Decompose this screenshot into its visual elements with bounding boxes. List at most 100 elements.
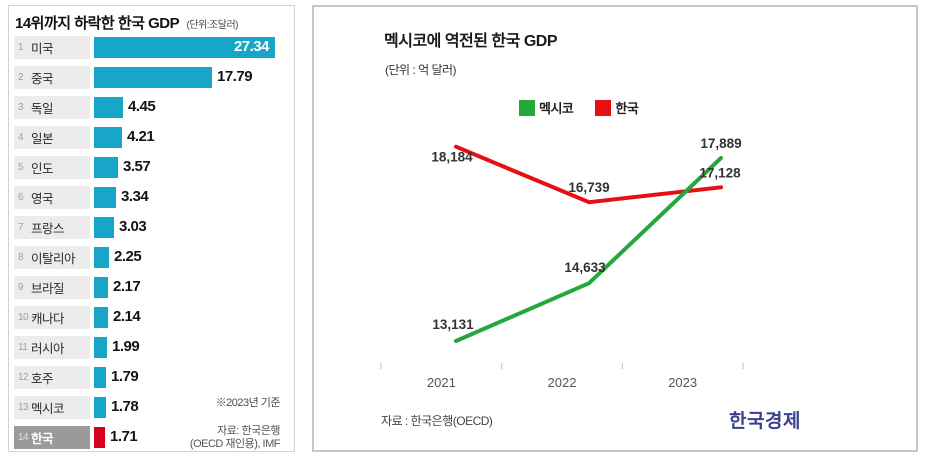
gdp-value: 1.71 bbox=[110, 428, 138, 445]
data-label-한국-2021: 18,184 bbox=[431, 150, 473, 165]
line-series-멕시코 bbox=[454, 156, 723, 343]
gdp-value: 4.45 bbox=[128, 98, 156, 115]
row-rank: 7 bbox=[18, 222, 24, 233]
legend-item-멕시코: 멕시코 bbox=[519, 98, 574, 117]
row-country-name: 중국 bbox=[31, 72, 54, 86]
gdp-value: 2.25 bbox=[114, 248, 142, 265]
row-country-name: 한국 bbox=[31, 432, 54, 446]
row-country-name: 멕시코 bbox=[31, 402, 65, 416]
gdp-value: 2.14 bbox=[113, 308, 141, 325]
gdp-value: 3.57 bbox=[123, 158, 151, 175]
row-label-strip: 13 멕시코 bbox=[14, 396, 90, 419]
row-country-name: 인도 bbox=[31, 162, 54, 176]
row-country-name: 영국 bbox=[31, 192, 54, 206]
gdp-value: 3.34 bbox=[121, 188, 149, 205]
row-country-name: 독일 bbox=[31, 102, 54, 116]
gdp-value: 1.79 bbox=[111, 368, 139, 385]
bar-rows-container: 1 미국 27.34 2 중국 17.79 3 독일 4.45 4 일본 4.21 5 인도 3.57 6 영국… bbox=[14, 36, 290, 456]
gdp-value: 1.78 bbox=[111, 398, 139, 415]
row-country-name: 미국 bbox=[31, 42, 54, 56]
bar-row-14: 14 한국 1.71 bbox=[14, 426, 290, 449]
gdp-value: 3.03 bbox=[119, 218, 147, 235]
row-label-strip: 1 미국 bbox=[14, 36, 90, 59]
gdp-bar bbox=[94, 367, 106, 388]
gdp-bar bbox=[94, 157, 118, 178]
x-axis-label-2022: 2022 bbox=[548, 375, 577, 390]
row-country-name: 일본 bbox=[31, 132, 54, 146]
gdp-value: 2.17 bbox=[113, 278, 141, 295]
row-label-strip: 8 이탈리아 bbox=[14, 246, 90, 269]
row-label-strip: 12 호주 bbox=[14, 366, 90, 389]
row-rank: 10 bbox=[18, 312, 29, 323]
left-chart-source: 자료: 한국은행 (OECD 재인용), IMF bbox=[189, 425, 281, 451]
gdp-value: 4.21 bbox=[127, 128, 155, 145]
row-label-strip: 3 독일 bbox=[14, 96, 90, 119]
gdp-line-chart-panel: 멕시코에 역전된 한국 GDP (단위 : 억 달러) 멕시코 한국 2021 20… bbox=[312, 5, 918, 452]
bar-row-1: 1 미국 27.34 bbox=[14, 36, 290, 59]
gdp-bar bbox=[94, 67, 212, 88]
row-label-strip: 9 브라질 bbox=[14, 276, 90, 299]
row-label-strip: 2 중국 bbox=[14, 66, 90, 89]
row-label-strip: 6 영국 bbox=[14, 186, 90, 209]
data-label-멕시코-2022: 14,633 bbox=[564, 260, 606, 275]
row-label-strip: 5 인도 bbox=[14, 156, 90, 179]
gdp-bar bbox=[94, 277, 108, 298]
data-label-한국-2023: 17,128 bbox=[699, 165, 741, 180]
data-label-멕시코-2021: 13,131 bbox=[432, 317, 474, 332]
row-rank: 6 bbox=[18, 192, 24, 203]
row-label-strip: 14 한국 bbox=[14, 426, 90, 449]
data-label-멕시코-2023: 17,889 bbox=[700, 136, 741, 151]
bar-row-2: 2 중국 17.79 bbox=[14, 66, 290, 89]
row-country-name: 러시아 bbox=[31, 342, 65, 356]
right-chart-source: 자료 : 한국은행(OECD) bbox=[381, 414, 493, 428]
left-chart-unit: (단위:조달러) bbox=[186, 20, 239, 31]
bar-row-9: 9 브라질 2.17 bbox=[14, 276, 290, 299]
row-label-strip: 4 일본 bbox=[14, 126, 90, 149]
legend-label: 한국 bbox=[615, 101, 639, 116]
gdp-bar bbox=[94, 247, 109, 268]
gdp-bar bbox=[94, 337, 107, 358]
legend-swatch-icon bbox=[595, 99, 612, 116]
bar-row-3: 3 독일 4.45 bbox=[14, 96, 290, 119]
row-country-name: 이탈리아 bbox=[31, 252, 76, 266]
bar-row-12: 12 호주 1.79 bbox=[14, 366, 290, 389]
gdp-bar bbox=[94, 37, 275, 58]
row-rank: 11 bbox=[18, 342, 28, 353]
row-rank: 3 bbox=[18, 102, 24, 113]
left-source-line2: (OECD 재인용), IMF bbox=[189, 438, 281, 451]
gdp-bar bbox=[94, 217, 114, 238]
bar-row-13: 13 멕시코 1.78 bbox=[14, 396, 290, 419]
row-rank: 5 bbox=[18, 162, 24, 173]
x-axis-label-2023: 2023 bbox=[668, 375, 697, 390]
row-country-name: 호주 bbox=[31, 372, 54, 386]
bar-row-4: 4 일본 4.21 bbox=[14, 126, 290, 149]
bar-row-11: 11 러시아 1.99 bbox=[14, 336, 290, 359]
right-chart-title: 멕시코에 역전된 한국 GDP bbox=[384, 33, 558, 50]
legend-label: 멕시코 bbox=[539, 101, 574, 116]
bar-row-10: 10 캐나다 2.14 bbox=[14, 306, 290, 329]
gdp-bar bbox=[94, 427, 105, 448]
gdp-value: 27.34 bbox=[233, 38, 270, 55]
row-rank: 1 bbox=[18, 42, 24, 53]
gdp-bar bbox=[94, 97, 123, 118]
row-rank: 14 bbox=[18, 432, 29, 443]
bar-row-5: 5 인도 3.57 bbox=[14, 156, 290, 179]
row-rank: 4 bbox=[18, 132, 24, 143]
row-rank: 8 bbox=[18, 252, 24, 263]
gdp-bar bbox=[94, 127, 122, 148]
row-country-name: 프랑스 bbox=[31, 222, 65, 236]
bar-row-8: 8 이탈리아 2.25 bbox=[14, 246, 290, 269]
left-source-line1: 자료: 한국은행 bbox=[217, 425, 280, 437]
row-rank: 2 bbox=[18, 72, 24, 83]
bar-row-7: 7 프랑스 3.03 bbox=[14, 216, 290, 239]
gdp-bar bbox=[94, 397, 106, 418]
data-label-한국-2022: 16,739 bbox=[568, 180, 609, 195]
row-country-name: 캐나다 bbox=[31, 312, 65, 326]
legend-swatch-icon bbox=[519, 99, 535, 116]
row-label-strip: 10 캐나다 bbox=[14, 306, 90, 329]
row-label-strip: 11 러시아 bbox=[14, 336, 90, 359]
row-rank: 9 bbox=[18, 282, 24, 293]
bar-row-6: 6 영국 3.34 bbox=[14, 186, 290, 209]
gdp-value: 17.79 bbox=[217, 68, 253, 85]
left-chart-title: 14위까지 하락한 한국 GDP bbox=[15, 15, 180, 32]
